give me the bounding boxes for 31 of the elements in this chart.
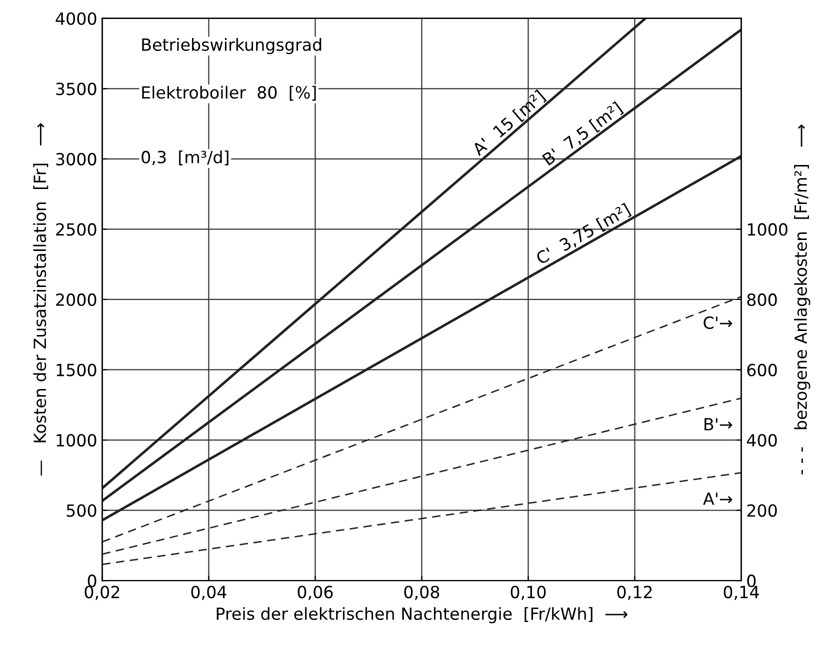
y-tick-label: 1000 [56, 434, 96, 447]
x-tick-label: 0,04 [191, 586, 226, 600]
y-tick-label: 4000 [56, 12, 96, 25]
y-tick-label: 500 [66, 504, 96, 517]
series-label: A'→ [703, 492, 732, 505]
annotation: Betriebswirkungsgrad [142, 38, 322, 54]
x-tick-label: 0,10 [510, 586, 546, 600]
annotation: 0,3 [m³/d] [142, 150, 228, 166]
y-tick-label: 2000 [56, 293, 96, 306]
x-tick-label: 0,06 [298, 586, 333, 600]
x-tick-label: 0,12 [617, 586, 652, 600]
y2-tick-label: 200 [747, 504, 777, 517]
series-label: B'→ [704, 418, 732, 430]
y-tick-label: 1500 [56, 364, 96, 376]
y2-tick-label: 0 [747, 574, 756, 588]
x-tick-label: 0,08 [404, 586, 440, 600]
annotation: Elektroboiler 80 [%] [142, 86, 316, 101]
y2-tick-label: 400 [746, 434, 777, 447]
y2-tick-label: 800 [747, 293, 777, 306]
y2-tick-label: 1000 [748, 223, 788, 236]
y2-tick-label: 600 [747, 364, 777, 376]
y-tick-label: 2500 [56, 223, 96, 236]
y-tick-label: 3000 [56, 152, 96, 166]
y-tick-label: 3500 [56, 82, 96, 96]
y-tick-label: 0 [88, 574, 96, 588]
y2-axis-title: - - - bezogene Anlagekosten [Fr/m²] ⟶ [794, 124, 810, 474]
y-axis-title: — Kosten der Zusatzinstallation [Fr] ⟶ [33, 123, 48, 476]
x-tick-label: 0,02 [84, 586, 120, 600]
series-label: C'→ [704, 316, 732, 329]
x-axis-title: Preis der elektrischen Nachtenergie [Fr/kWh] ⟶ [216, 607, 628, 624]
x-tick-label: 0,14 [724, 586, 759, 600]
